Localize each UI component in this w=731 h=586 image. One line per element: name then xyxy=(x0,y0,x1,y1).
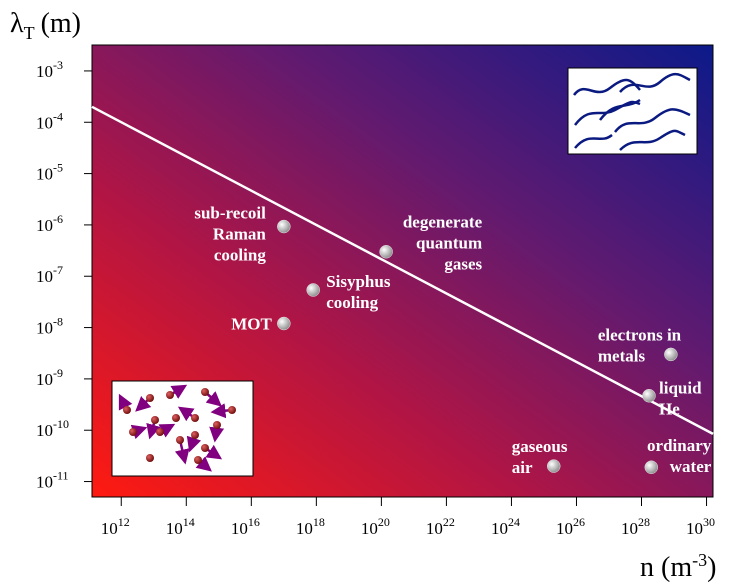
point-label: MOT xyxy=(231,315,272,334)
x-tick-label: 1030 xyxy=(686,515,715,538)
y-tick-exponent: -6 xyxy=(53,212,63,226)
x-tick-exponent: 12 xyxy=(118,515,130,529)
y-tick-exponent: -9 xyxy=(53,366,63,380)
y-tick-base: 10 xyxy=(36,165,53,184)
x-tick-base: 10 xyxy=(426,519,443,538)
y-tick-base: 10 xyxy=(36,421,53,440)
x-tick-base: 10 xyxy=(556,519,573,538)
y-title-subscript: T xyxy=(24,23,35,43)
x-tick-label: 1026 xyxy=(556,515,585,538)
data-point xyxy=(546,459,561,473)
y-tick-exponent: -10 xyxy=(53,417,69,431)
x-tick-base: 10 xyxy=(686,519,703,538)
x-title-symbol: n (m xyxy=(640,552,692,583)
point-label: Sisyphus xyxy=(326,272,391,291)
x-tick-base: 10 xyxy=(296,519,313,538)
y-tick-label: 10-11 xyxy=(36,469,69,492)
x-axis-title: n (m-3) xyxy=(640,550,716,583)
y-tick-base: 10 xyxy=(36,216,53,235)
point-label: degenerate xyxy=(403,213,483,232)
point-label: electrons in xyxy=(598,325,682,344)
inset-particles xyxy=(111,380,254,477)
x-tick-base: 10 xyxy=(361,519,378,538)
x-tick-label: 1014 xyxy=(166,515,195,538)
point-label: air xyxy=(512,458,533,477)
x-tick-base: 10 xyxy=(231,519,248,538)
data-point xyxy=(642,388,656,403)
point-label: sub-recoil xyxy=(194,204,266,223)
y-tick-label: 10-10 xyxy=(36,417,69,440)
x-tick-exponent: 18 xyxy=(313,515,325,529)
x-tick-label: 1022 xyxy=(426,515,455,538)
point-label: quantum xyxy=(416,234,482,253)
y-tick-exponent: -5 xyxy=(53,161,63,175)
y-axis-title: λT (m) xyxy=(10,8,81,43)
x-tick-exponent: 14 xyxy=(183,515,195,529)
y-tick-label: 10-8 xyxy=(36,315,63,338)
data-point xyxy=(644,460,659,474)
y-tick-exponent: -3 xyxy=(53,58,63,72)
y-tick-label: 10-7 xyxy=(36,263,63,286)
y-tick-exponent: -11 xyxy=(53,469,69,483)
x-tick-label: 1024 xyxy=(491,515,520,538)
point-label: He xyxy=(659,400,680,419)
point-label: liquid xyxy=(659,379,702,398)
data-point xyxy=(277,219,291,234)
point-label: cooling xyxy=(326,293,378,312)
x-tick-label: 1020 xyxy=(361,515,390,538)
x-tick-base: 10 xyxy=(621,519,638,538)
y-tick-base: 10 xyxy=(36,473,53,492)
y-tick-label: 10-6 xyxy=(36,212,63,235)
x-tick-base: 10 xyxy=(491,519,508,538)
y-title-unit: (m) xyxy=(41,8,81,39)
y-tick-base: 10 xyxy=(36,113,53,132)
point-label: gases xyxy=(444,255,482,274)
data-point xyxy=(277,316,291,331)
inset-waves xyxy=(567,67,698,155)
x-title-close: ) xyxy=(707,552,716,583)
y-tick-base: 10 xyxy=(36,319,53,338)
y-tick-label: 10-5 xyxy=(36,161,63,184)
y-tick-base: 10 xyxy=(36,267,53,286)
x-tick-exponent: 24 xyxy=(508,515,520,529)
point-label: cooling xyxy=(214,246,266,265)
point-label: metals xyxy=(598,346,646,365)
x-tick-label: 1018 xyxy=(296,515,325,538)
y-title-symbol: λ xyxy=(10,8,24,39)
fit-line xyxy=(91,105,714,435)
x-tick-base: 10 xyxy=(101,519,118,538)
point-label: water xyxy=(670,457,712,476)
y-tick-label: 10-4 xyxy=(36,109,63,132)
y-tick-exponent: -4 xyxy=(53,109,63,123)
x-tick-exponent: 28 xyxy=(638,515,650,529)
y-tick-base: 10 xyxy=(36,62,53,81)
data-point xyxy=(664,347,678,362)
y-tick-exponent: -7 xyxy=(53,263,63,277)
x-tick-exponent: 30 xyxy=(703,515,715,529)
x-tick-exponent: 16 xyxy=(248,515,260,529)
x-title-superscript: -3 xyxy=(692,550,707,570)
data-point xyxy=(379,244,393,259)
y-tick-exponent: -8 xyxy=(53,315,63,329)
x-tick-label: 1028 xyxy=(621,515,650,538)
x-tick-exponent: 26 xyxy=(573,515,585,529)
point-label: gaseous xyxy=(512,437,568,456)
plot: sub-recoil Raman cooling degenerate quantum g… xyxy=(91,105,714,477)
x-tick-base: 10 xyxy=(166,519,183,538)
data-point xyxy=(306,283,320,297)
x-tick-label: 1016 xyxy=(231,515,260,538)
point-label: Raman xyxy=(213,225,266,244)
point-label: ordinary xyxy=(647,436,712,455)
y-tick-base: 10 xyxy=(36,370,53,389)
x-tick-exponent: 20 xyxy=(378,515,390,529)
y-tick-label: 10-9 xyxy=(36,366,63,389)
x-tick-exponent: 22 xyxy=(443,515,455,529)
y-tick-label: 10-3 xyxy=(36,58,63,81)
x-tick-label: 1012 xyxy=(101,515,130,538)
